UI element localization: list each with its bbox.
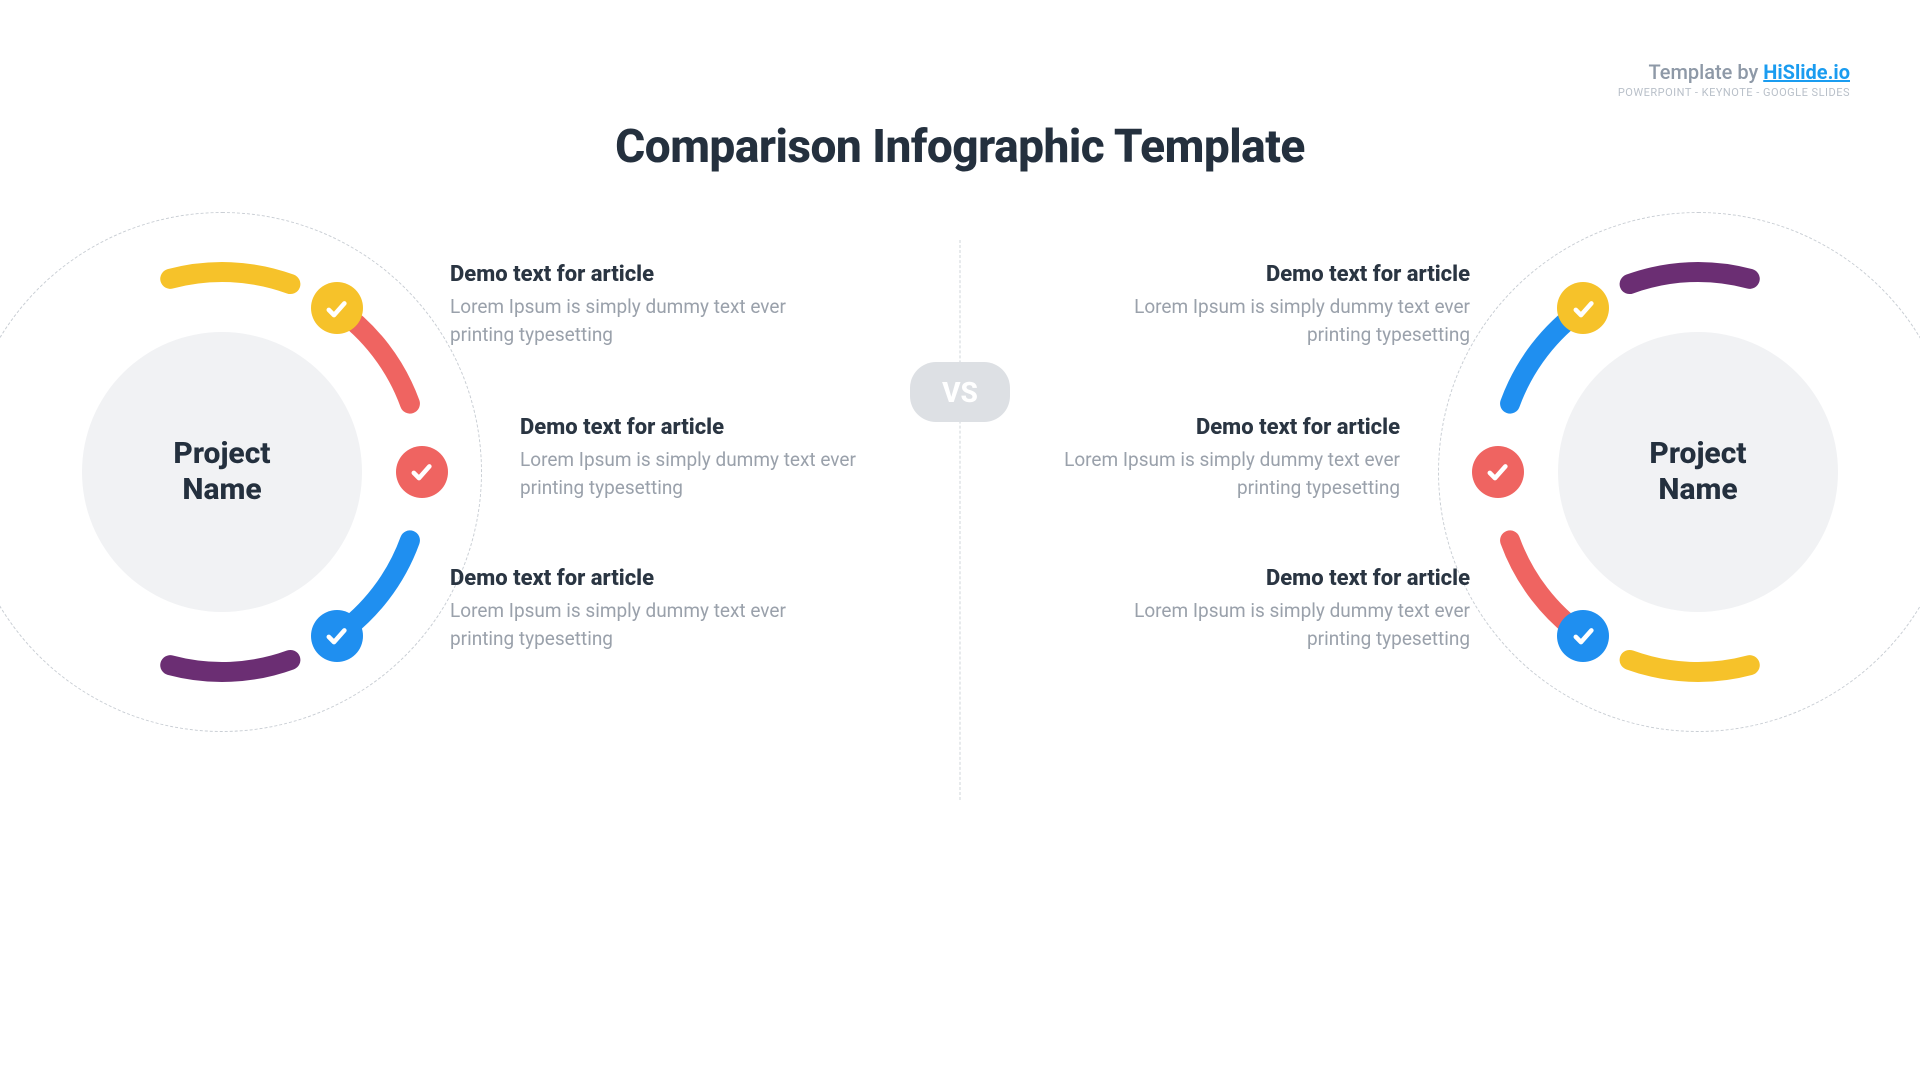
attribution-line: Template by HiSlide.io <box>1618 60 1850 84</box>
left-item-1-body: Lorem Ipsum is simply dummy text ever pr… <box>520 446 880 501</box>
left-check-0 <box>311 282 363 334</box>
left-check-2 <box>311 610 363 662</box>
right-item-0: Demo text for article Lorem Ipsum is simp… <box>1110 262 1470 348</box>
slide: Template by HiSlide.io POWERPOINT - KEYN… <box>0 0 1920 1080</box>
left-arc-0 <box>170 272 290 284</box>
check-icon <box>406 456 437 487</box>
left-item-2-title: Demo text for article <box>450 566 810 591</box>
left-item-1-title: Demo text for article <box>520 415 880 440</box>
right-item-1-title: Demo text for article <box>1040 415 1400 440</box>
right-check-2 <box>1557 610 1609 662</box>
right-item-1: Demo text for article Lorem Ipsum is simp… <box>1040 415 1400 501</box>
left-arc-3 <box>170 660 290 672</box>
right-item-2-body: Lorem Ipsum is simply dummy text ever pr… <box>1110 597 1470 652</box>
vs-badge: VS <box>910 362 1010 422</box>
right-item-0-title: Demo text for article <box>1110 262 1470 287</box>
right-project-circle: ProjectName <box>1558 332 1838 612</box>
right-item-0-body: Lorem Ipsum is simply dummy text ever pr… <box>1110 293 1470 348</box>
right-item-1-body: Lorem Ipsum is simply dummy text ever pr… <box>1040 446 1400 501</box>
attribution-sub: POWERPOINT - KEYNOTE - GOOGLE SLIDES <box>1618 86 1850 99</box>
right-arc-3 <box>1630 660 1750 672</box>
left-item-1: Demo text for article Lorem Ipsum is simp… <box>520 415 880 501</box>
attribution: Template by HiSlide.io POWERPOINT - KEYN… <box>1618 60 1850 99</box>
page-title: Comparison Infographic Template <box>0 120 1920 174</box>
right-project-label: ProjectName <box>1649 436 1746 508</box>
left-project-label: ProjectName <box>173 436 270 508</box>
left-item-0-title: Demo text for article <box>450 262 810 287</box>
left-project-circle: ProjectName <box>82 332 362 612</box>
check-icon <box>1568 293 1599 324</box>
check-icon <box>1482 456 1513 487</box>
left-item-0: Demo text for article Lorem Ipsum is simp… <box>450 262 810 348</box>
attribution-brand[interactable]: HiSlide.io <box>1763 60 1850 84</box>
left-item-2-body: Lorem Ipsum is simply dummy text ever pr… <box>450 597 810 652</box>
center-divider <box>960 240 961 800</box>
right-item-2-title: Demo text for article <box>1110 566 1470 591</box>
check-icon <box>321 293 352 324</box>
check-icon <box>1568 620 1599 651</box>
attribution-prefix: Template by <box>1648 60 1763 84</box>
check-icon <box>321 620 352 651</box>
right-item-2: Demo text for article Lorem Ipsum is simp… <box>1110 566 1470 652</box>
right-arc-0 <box>1630 272 1750 284</box>
left-item-2: Demo text for article Lorem Ipsum is simp… <box>450 566 810 652</box>
vs-text: VS <box>942 376 978 409</box>
left-item-0-body: Lorem Ipsum is simply dummy text ever pr… <box>450 293 810 348</box>
right-check-1 <box>1472 446 1524 498</box>
left-check-1 <box>396 446 448 498</box>
